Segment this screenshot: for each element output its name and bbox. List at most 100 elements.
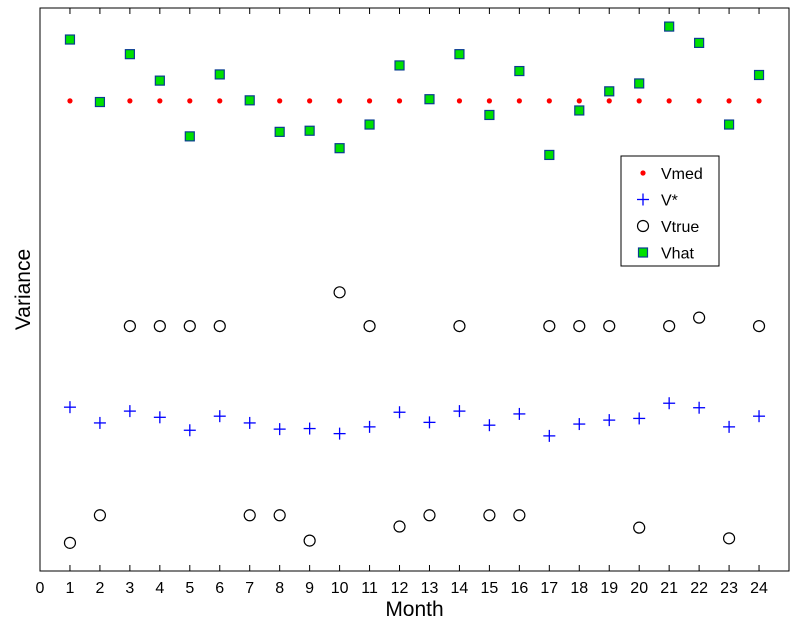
data-point [274, 126, 285, 137]
data-point [304, 125, 315, 136]
data-point [453, 405, 466, 418]
data-point [573, 319, 586, 333]
data-point [154, 75, 165, 86]
data-point [307, 98, 313, 104]
plot-marks [63, 21, 766, 549]
x-tick-label: 21 [660, 580, 678, 597]
data-point [303, 534, 316, 547]
data-point [123, 405, 136, 418]
data-point [303, 422, 316, 435]
data-point [93, 416, 106, 429]
legend-box [620, 155, 720, 267]
data-point [753, 410, 766, 423]
data-point [693, 401, 706, 414]
data-point [213, 319, 226, 333]
data-point [513, 407, 526, 420]
data-point [633, 521, 646, 534]
data-point [393, 520, 406, 533]
data-point [486, 98, 492, 104]
legend-marker [636, 219, 650, 233]
data-point [63, 536, 77, 549]
x-tick-label: 6 [215, 580, 224, 597]
data-point [546, 98, 552, 104]
x-tick-label: 17 [540, 580, 558, 597]
data-point [753, 69, 765, 81]
data-point [513, 509, 526, 522]
x-tick-label: 0 [36, 580, 45, 597]
data-point [67, 98, 73, 104]
x-axis-label: Month [385, 598, 443, 621]
data-point [396, 98, 403, 104]
x-tick-label: 19 [600, 580, 618, 597]
data-point [606, 98, 612, 104]
data-point [423, 416, 436, 429]
data-point [722, 532, 736, 545]
data-point [663, 319, 676, 333]
legend-label: V* [661, 193, 678, 210]
data-point [153, 319, 166, 333]
legend-marker [637, 247, 649, 258]
legend: Vmed V* Vtrue Vhat [620, 155, 720, 267]
x-tick-label: 5 [185, 580, 194, 597]
data-point [723, 420, 736, 433]
data-point [394, 60, 405, 71]
data-point [603, 414, 616, 427]
data-point [723, 119, 735, 130]
data-point [544, 149, 555, 161]
x-tick-label: 8 [275, 580, 284, 597]
data-point [633, 412, 646, 425]
x-tick-label: 15 [481, 580, 499, 597]
x-tick-label: 11 [361, 580, 378, 597]
series-v- [63, 397, 766, 442]
legend-label: Vhat [661, 246, 694, 263]
data-point [424, 94, 435, 105]
series-vhat [64, 21, 765, 161]
data-point [93, 509, 107, 522]
x-tick-label: 1 [66, 580, 75, 597]
x-tick-label: 4 [155, 580, 164, 597]
data-point [364, 119, 375, 130]
data-point [484, 109, 495, 121]
data-point [363, 420, 376, 433]
x-tick-label: 24 [750, 580, 768, 597]
data-point [516, 98, 522, 104]
data-point [696, 98, 702, 104]
data-point [693, 311, 706, 324]
data-point [243, 509, 256, 522]
data-point [576, 98, 582, 104]
x-tick-label: 20 [630, 580, 648, 597]
data-point [273, 423, 286, 436]
legend-marker [640, 170, 646, 176]
data-point [543, 319, 556, 333]
data-point [243, 416, 256, 429]
data-point [663, 397, 676, 410]
x-tick-label: 22 [690, 580, 708, 597]
data-point [214, 69, 225, 80]
data-point [153, 411, 166, 424]
data-point [63, 401, 76, 414]
data-point [456, 98, 463, 104]
data-point [124, 49, 135, 60]
data-point [454, 49, 465, 60]
axis-ticks: 0 1 2 3 4 5 6 7 8 9 10 11 12 13 14 15 16 17 18 19 20 21 22 23 24 [36, 8, 768, 597]
series-vmed [67, 98, 762, 104]
data-point [183, 424, 196, 437]
data-point [127, 98, 133, 104]
x-tick-label: 13 [421, 580, 439, 597]
data-point [94, 96, 106, 108]
data-point [184, 131, 195, 142]
data-point [483, 419, 496, 432]
data-point [333, 427, 346, 440]
data-point [366, 98, 373, 104]
data-point [543, 429, 556, 442]
x-tick-label: 2 [95, 580, 104, 597]
legend-label: Vtrue [661, 219, 699, 236]
data-point [603, 319, 616, 333]
data-point [213, 410, 226, 423]
axes-frame [39, 7, 790, 572]
x-tick-label: 9 [305, 580, 314, 597]
data-point [183, 319, 196, 333]
data-point [423, 509, 436, 522]
data-point [244, 95, 255, 106]
